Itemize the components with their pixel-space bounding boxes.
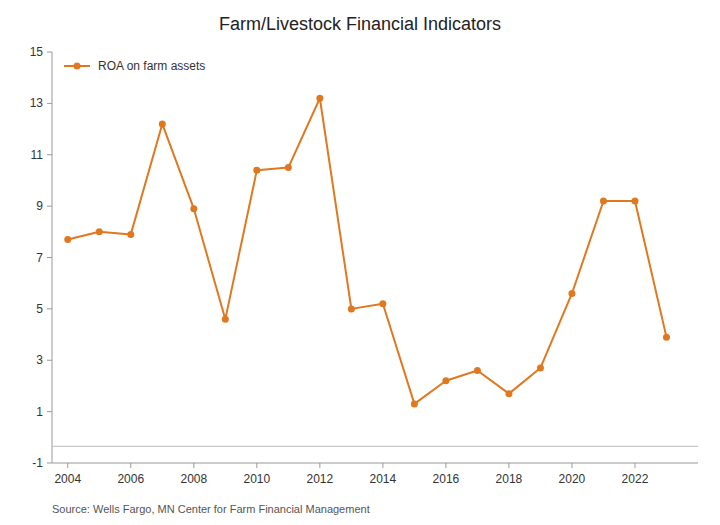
point	[474, 367, 481, 374]
y-tick-label: 3	[36, 353, 43, 367]
y-tick-label: 13	[30, 96, 44, 110]
point	[600, 197, 607, 204]
y-tick	[47, 103, 52, 104]
x-tick-label: 2022	[622, 472, 649, 486]
x-tick-label: 2012	[307, 472, 334, 486]
x-tick	[67, 463, 68, 468]
y-tick	[47, 463, 52, 464]
point	[505, 390, 512, 397]
x-tick-label: 2014	[370, 472, 397, 486]
y-tick	[47, 411, 52, 412]
point	[442, 377, 449, 384]
y-tick	[47, 154, 52, 155]
x-tick-label: 2006	[117, 472, 144, 486]
point	[348, 305, 355, 312]
y-tick	[47, 308, 52, 309]
chart: Farm/Livestock Financial Indicators 2004 2…	[0, 0, 720, 525]
x-axis-line	[52, 463, 698, 464]
legend-label: ROA on farm assets	[98, 59, 205, 73]
title: Farm/Livestock Financial Indicators	[219, 14, 501, 34]
x-tick-label: 2016	[433, 472, 460, 486]
point	[411, 400, 418, 407]
legend-marker	[74, 63, 81, 70]
plot-area	[52, 95, 698, 447]
point	[379, 300, 386, 307]
x-tick-label: 2020	[559, 472, 586, 486]
x-tick-label: 2004	[54, 472, 81, 486]
point	[159, 120, 166, 127]
background	[0, 0, 720, 525]
x-tick	[445, 463, 446, 468]
legend: ROA on farm assets	[64, 59, 205, 73]
point	[631, 197, 638, 204]
point	[127, 231, 134, 238]
x-tick-label: 2018	[496, 472, 523, 486]
point	[96, 228, 103, 235]
reference-line	[52, 446, 698, 447]
y-tick-label: 9	[36, 199, 43, 213]
x-tick	[256, 463, 257, 468]
x-tick	[193, 463, 194, 468]
y-tick	[47, 52, 52, 53]
point	[663, 334, 670, 341]
point	[537, 364, 544, 371]
point	[285, 164, 292, 171]
y-tick-label: 7	[36, 251, 43, 265]
source: Source: Wells Fargo, MN Center for Farm …	[52, 503, 370, 515]
y-tick-label: 1	[36, 405, 43, 419]
y-tick-label: -1	[32, 456, 43, 470]
x-tick	[130, 463, 131, 468]
x-tick	[571, 463, 572, 468]
point	[222, 316, 229, 323]
y-tick-label: 11	[31, 148, 44, 162]
y-tick-label: 15	[30, 45, 44, 59]
y-tick-label: 5	[36, 302, 43, 316]
x-tick	[634, 463, 635, 468]
point	[568, 290, 575, 297]
x-tick	[508, 463, 509, 468]
y-tick	[47, 206, 52, 207]
x-tick-label: 2008	[180, 472, 207, 486]
x-tick	[382, 463, 383, 468]
x-tick-label: 2010	[243, 472, 270, 486]
y-tick	[47, 360, 52, 361]
point	[253, 167, 260, 174]
series-line	[68, 98, 667, 404]
point	[190, 205, 197, 212]
x-tick	[319, 463, 320, 468]
point	[316, 95, 323, 102]
point	[64, 236, 71, 243]
y-tick	[47, 257, 52, 258]
